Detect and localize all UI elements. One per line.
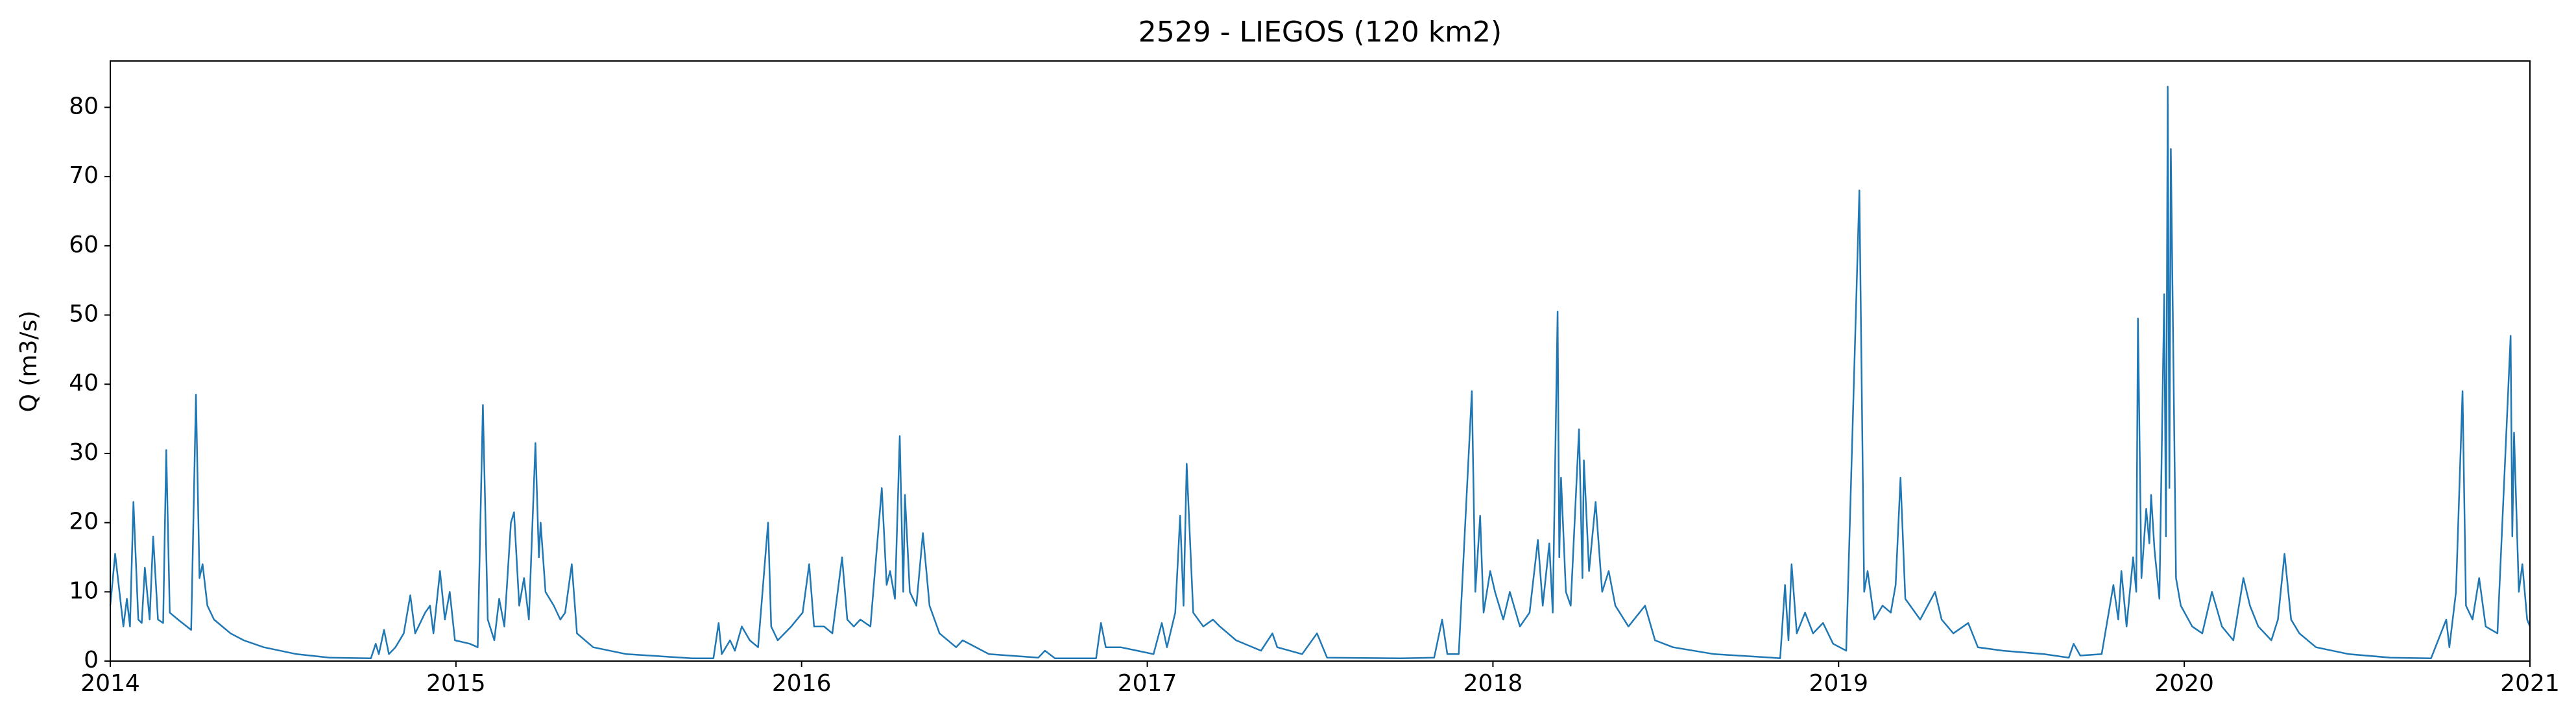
plot-frame	[110, 60, 2531, 662]
x-tick-label: 2018	[1463, 670, 1523, 697]
y-tick-label: 80	[69, 93, 99, 119]
y-tick-label: 10	[69, 577, 99, 604]
x-tick-label: 2019	[1809, 670, 1868, 697]
y-axis-label: Q (m3/s)	[16, 311, 42, 413]
y-tick-label: 0	[84, 647, 99, 673]
x-tick-label: 2016	[772, 670, 832, 697]
x-tick-label: 2020	[2154, 670, 2214, 697]
y-tick-label: 60	[69, 232, 99, 258]
y-tick-label: 70	[69, 162, 99, 189]
x-tick-label: 2017	[1118, 670, 1177, 697]
chart-title: 2529 - LIEGOS (120 km2)	[1138, 16, 1502, 49]
x-tick-label: 2015	[426, 670, 486, 697]
y-tick-label: 40	[69, 370, 99, 396]
y-tick-label: 50	[69, 301, 99, 328]
y-tick-label: 30	[69, 439, 99, 466]
x-tick-label: 2014	[80, 670, 140, 697]
data-line	[109, 86, 2531, 659]
y-tick-label: 20	[69, 509, 99, 535]
x-tick-label: 2021	[2500, 670, 2560, 697]
